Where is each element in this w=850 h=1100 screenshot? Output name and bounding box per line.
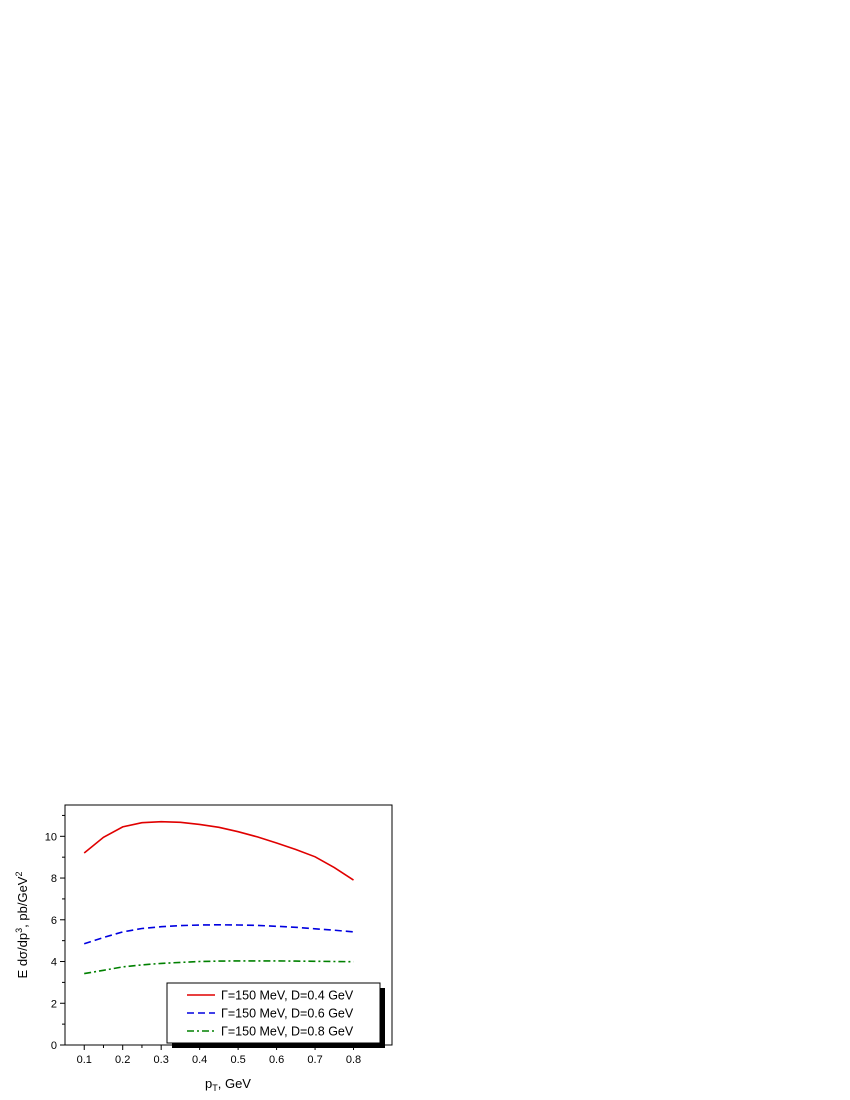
series-line-1 — [83, 820, 354, 881]
x-tick-label: 0.5 — [230, 1054, 245, 1066]
y-tick-label: 0 — [51, 1040, 57, 1052]
x-tick-label: 0.2 — [115, 1054, 130, 1066]
legend-label-1: Γ=150 MeV, D=0.4 GeV — [221, 989, 354, 1003]
y-tick-label: 2 — [51, 998, 57, 1010]
y-tick-label: 4 — [51, 957, 57, 969]
x-axis-ticks: 0.1 0.2 0.3 0.4 0.5 0.6 0.7 0.8 — [77, 1045, 374, 1066]
legend-label-3: Γ=150 MeV, D=0.8 GeV — [221, 1025, 354, 1039]
x-tick-label: 0.3 — [154, 1054, 169, 1066]
legend-items: Γ=150 MeV, D=0.4 GeV Γ=150 MeV, D=0.6 GeV… — [187, 989, 354, 1039]
series-line-3 — [84, 960, 354, 975]
legend: Γ=150 MeV, D=0.4 GeV Γ=150 MeV, D=0.6 GeV… — [166, 982, 385, 1048]
x-tick-label: 0.7 — [307, 1054, 322, 1066]
y-tick-label: 6 — [51, 915, 57, 927]
y-tick-label: 10 — [45, 831, 57, 843]
series-layer — [83, 820, 354, 975]
x-tick-label: 0.8 — [346, 1054, 361, 1066]
y-axis-ticks: 0 2 4 6 8 10 — [45, 814, 65, 1052]
x-tick-label: 0.4 — [192, 1054, 207, 1066]
x-axis-title: pT, GeV — [205, 1076, 251, 1093]
x-tick-label: 0.1 — [77, 1054, 92, 1066]
legend-label-2: Γ=150 MeV, D=0.6 GeV — [221, 1007, 354, 1021]
y-axis-title: E dσ/dp3, pb/GeV2 — [14, 872, 30, 979]
x-tick-label: 0.6 — [269, 1054, 284, 1066]
y-tick-label: 8 — [51, 873, 57, 885]
series-line-2 — [83, 923, 354, 945]
